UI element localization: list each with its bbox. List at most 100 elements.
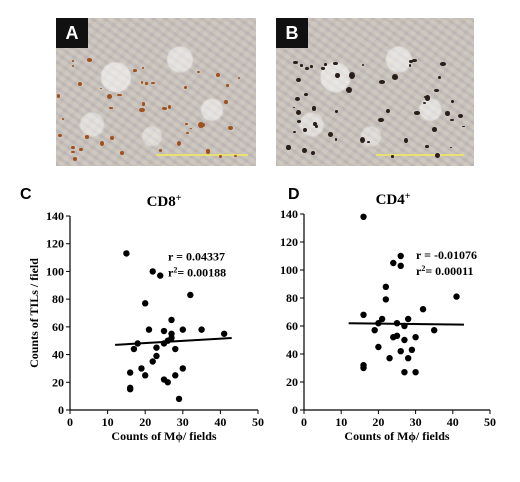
x-axis-label: Counts of Mϕ/ fields (111, 429, 216, 443)
stained-cell (293, 60, 298, 65)
x-tick-label: 30 (177, 415, 189, 429)
data-point (401, 369, 408, 376)
stained-cell (296, 78, 301, 83)
stained-cell (185, 122, 188, 125)
data-point (134, 340, 141, 347)
data-point (412, 334, 419, 341)
stained-cell (150, 81, 156, 85)
stained-cell (110, 136, 115, 140)
stained-cell (379, 79, 386, 84)
x-tick-label: 30 (410, 415, 422, 429)
data-point (145, 326, 153, 333)
stained-cell (313, 121, 317, 126)
data-point (360, 311, 367, 318)
stained-cell (425, 145, 429, 149)
data-point (393, 332, 401, 339)
data-point (198, 326, 205, 333)
y-tick-label: 100 (46, 264, 64, 278)
data-point (397, 348, 404, 355)
data-point (404, 355, 412, 362)
data-point (123, 250, 130, 257)
stained-cell (462, 125, 465, 128)
data-point (419, 306, 427, 313)
stained-cell (117, 93, 122, 97)
y-tick-label: 80 (52, 292, 64, 306)
data-point (375, 320, 382, 327)
stained-cell (162, 106, 168, 110)
stained-cell (198, 122, 204, 129)
x-tick-label: 20 (139, 415, 151, 429)
stained-cell (444, 111, 450, 117)
x-tick-label: 0 (301, 415, 307, 429)
stained-cell (303, 128, 308, 133)
stained-cell (300, 64, 303, 67)
y-tick-label: 40 (52, 348, 64, 362)
stained-cell (304, 93, 309, 96)
data-point (390, 259, 397, 267)
stained-cell (226, 84, 229, 88)
data-point (378, 315, 386, 323)
stained-cell (324, 63, 327, 66)
stained-cell (237, 76, 241, 80)
data-point (401, 336, 408, 344)
y-tick-label: 120 (46, 237, 64, 251)
x-tick-label: 50 (484, 415, 496, 429)
annotation-r: r = -0.01076 (416, 248, 477, 262)
panel-label-d: D (288, 186, 300, 203)
panel-label-c: C (20, 186, 32, 203)
x-axis-label: Counts of Mϕ/ fields (344, 429, 449, 443)
x-tick-label: 40 (447, 415, 459, 429)
data-point (393, 320, 401, 327)
data-point (172, 345, 179, 353)
stained-cell (304, 67, 309, 71)
stained-cell (106, 93, 112, 99)
data-point (160, 327, 168, 335)
stained-cell (205, 149, 210, 154)
stained-cell (408, 64, 411, 67)
data-point (153, 352, 160, 360)
stained-cell (71, 64, 75, 68)
x-tick-label: 20 (372, 415, 384, 429)
y-tick-label: 100 (280, 263, 298, 277)
chart-title: CD8+ (147, 193, 182, 211)
stained-cell (334, 138, 338, 141)
stained-cell (348, 72, 355, 79)
stained-cell (190, 127, 193, 130)
annotation-r-squared: r2= 0.00011 (416, 263, 474, 278)
y-tick-label: 140 (280, 207, 298, 221)
y-axis-label: Counts of TILs / field (27, 258, 41, 368)
stained-cell (345, 86, 352, 93)
panel-label-a: A (56, 18, 88, 48)
stained-cell (219, 154, 223, 159)
data-point (360, 364, 367, 372)
stained-cell (301, 148, 307, 154)
stained-cell (197, 71, 201, 74)
stained-cell (450, 99, 455, 104)
annotation-r: r = 0.04337 (168, 249, 225, 263)
stained-cell (176, 140, 181, 146)
data-point (175, 395, 183, 403)
stained-cell (224, 99, 229, 105)
stained-cell (295, 96, 300, 101)
data-point (142, 372, 149, 379)
stained-cell (334, 109, 339, 113)
y-tick-label: 40 (286, 347, 298, 361)
data-point (360, 213, 367, 220)
stained-cell (385, 109, 390, 113)
data-point (187, 291, 194, 299)
data-point (431, 327, 438, 334)
data-point (126, 369, 134, 376)
stained-cell (411, 58, 418, 63)
stained-cell (109, 106, 114, 110)
y-tick-label: 0 (292, 403, 298, 417)
stained-cell (449, 146, 453, 149)
y-tick-label: 60 (286, 319, 298, 333)
stained-cell (158, 148, 163, 152)
data-point (130, 345, 138, 353)
stained-cell (328, 131, 334, 137)
y-tick-label: 20 (52, 375, 64, 389)
stained-cell (78, 147, 83, 152)
stained-cell (140, 81, 144, 85)
annotation-r-squared: r2= 0.00188 (168, 265, 226, 280)
